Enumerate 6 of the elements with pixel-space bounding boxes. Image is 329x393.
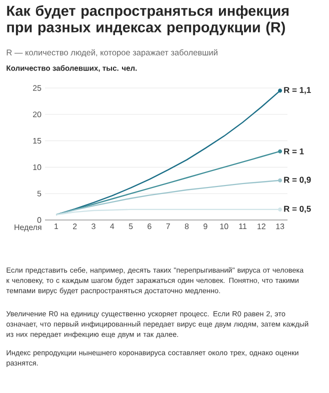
series-label: R = 1 xyxy=(284,148,304,154)
chart-title: Как будет распространяться инфекция при разных индексах репродукции (R) xyxy=(7,5,289,36)
series-label: R = 0,9 xyxy=(284,176,311,184)
series-label: R = 1,1 xyxy=(284,87,311,94)
series-label: R = 0,5 xyxy=(284,206,311,214)
chart-subtitle: R — количество людей, которое заражает заболевший xyxy=(6,49,218,58)
